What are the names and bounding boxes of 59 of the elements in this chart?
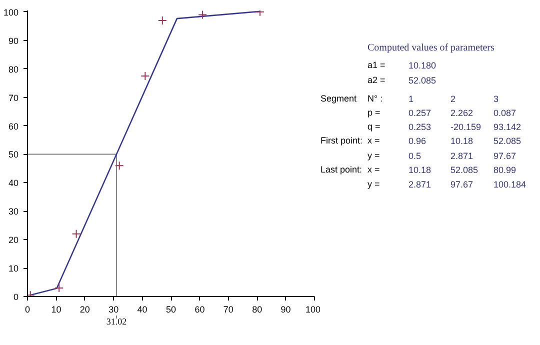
text: 93.142 [494, 122, 522, 132]
y-tick-label: 40 [8, 178, 19, 188]
text: p = [368, 107, 380, 118]
text: 97.67 [450, 179, 474, 190]
text: a2 = [368, 75, 386, 86]
text: 80.99 [494, 165, 516, 176]
text: 52.085 [408, 76, 436, 86]
text: 0.5 [408, 151, 422, 162]
x-tick-label: 100 [305, 304, 321, 314]
text: 100.184 [494, 179, 526, 190]
x-tick-label: 20 [80, 304, 90, 314]
text: Computed values of parameters [368, 42, 495, 54]
text: 52.085 [494, 136, 522, 146]
text: 10.18 [450, 136, 474, 146]
text: -20.159 [450, 122, 482, 132]
x-tick-label: 90 [280, 304, 291, 314]
x-tick-label: 10 [51, 304, 62, 314]
y-tick-label: 100 [3, 7, 19, 18]
text: x = [368, 164, 380, 175]
text: 1 [408, 94, 414, 104]
x-tick-label: 50 [166, 304, 176, 314]
text: y = [368, 150, 380, 161]
x-tick-label: 40 [137, 304, 148, 314]
text: 2 [450, 94, 456, 104]
y-tick-label: 30 [8, 206, 19, 217]
text: 52.085 [450, 165, 478, 176]
text: 2.871 [450, 151, 474, 162]
text: y = [368, 178, 380, 189]
text: 97.67 [494, 151, 516, 162]
x-tick-label: 30 [108, 304, 119, 314]
y-tick-label: 0 [13, 292, 19, 302]
y-tick-label: 90 [8, 36, 19, 46]
y-tick-label: 50 [8, 150, 19, 160]
text: 3 [494, 94, 499, 104]
ref-line-label: 31.02 [106, 316, 127, 326]
text: 0.087 [494, 108, 516, 118]
x-tick-label: 60 [194, 304, 205, 314]
text: First point: [320, 136, 363, 146]
text: 0.96 [408, 136, 426, 146]
text: Last point: [320, 164, 362, 175]
text: 0.253 [408, 122, 432, 132]
y-tick-label: 70 [8, 92, 19, 103]
text: N° : [368, 93, 383, 104]
text: a1 = [368, 60, 386, 70]
text: 0.257 [408, 108, 432, 118]
y-tick-label: 10 [8, 264, 19, 274]
x-tick-label: 80 [252, 304, 262, 314]
y-tick-label: 80 [8, 64, 19, 74]
x-tick-label: 0 [24, 304, 30, 314]
text: 10.180 [408, 60, 436, 71]
text: 2.262 [450, 108, 474, 118]
text: 10.18 [408, 165, 432, 176]
y-tick-label: 20 [8, 235, 19, 246]
text: 2.871 [408, 179, 432, 190]
text: Segment [320, 93, 358, 104]
text: x = [368, 136, 380, 146]
text: q = [368, 122, 380, 132]
x-tick-label: 70 [223, 304, 234, 314]
y-tick-label: 60 [8, 121, 19, 132]
